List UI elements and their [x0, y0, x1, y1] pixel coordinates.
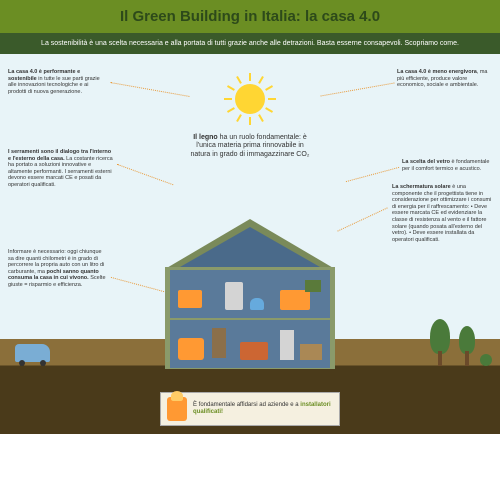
- sofa-icon: [178, 338, 204, 360]
- shower-icon: [225, 282, 243, 310]
- fridge-icon: [280, 330, 294, 360]
- bed-icon: [178, 290, 202, 308]
- desk-icon: [280, 290, 310, 310]
- roof-icon: [165, 219, 335, 269]
- connector-line: [320, 83, 394, 97]
- callout-vetro: La scelta del vetro è fondamentale per i…: [402, 159, 492, 172]
- footer-callout: È fondamentale affidarsi ad aziende e a …: [160, 392, 340, 426]
- bush-icon: [480, 354, 492, 366]
- window-icon: [305, 280, 321, 292]
- callout-serramenti: I serramenti sono il dialogo tra l'inter…: [8, 149, 113, 189]
- callout-informare: Informare è necessario: oggi chiunque sa…: [8, 249, 108, 289]
- house-walls: [165, 267, 335, 369]
- connector-line: [346, 167, 399, 182]
- callout-performante: La casa 4.0 è performante e sostenibile …: [8, 69, 108, 95]
- subheader-bar: La sostenibilità è una scelta necessaria…: [0, 33, 500, 54]
- infographic-canvas: Il legno ha un ruolo fondamentale: è l'u…: [0, 54, 500, 434]
- footer-text: È fondamentale affidarsi ad aziende e a …: [193, 402, 333, 416]
- shelf-icon: [212, 328, 226, 358]
- upper-floor: [170, 270, 330, 318]
- subtitle-text: La sostenibilità è una scelta necessaria…: [20, 39, 480, 48]
- house-illustration: [165, 219, 335, 369]
- tree-icon: [459, 326, 475, 366]
- page-title: Il Green Building in Italia: la casa 4.0: [12, 8, 488, 25]
- callout-schermatura: La schermatura solare è una componente c…: [392, 184, 492, 243]
- table-icon: [240, 342, 268, 360]
- worker-icon: [167, 397, 187, 421]
- connector-line: [337, 208, 387, 232]
- tree-icon: [430, 319, 450, 366]
- car-icon: [15, 344, 50, 362]
- header-bar: Il Green Building in Italia: la casa 4.0: [0, 0, 500, 33]
- sink-icon: [250, 298, 264, 310]
- center-callout: Il legno ha un ruolo fondamentale: è l'u…: [190, 134, 310, 159]
- callout-energivora: La casa 4.0 è meno energivora, ma più ef…: [397, 69, 492, 89]
- center-lead: Il legno: [193, 134, 218, 141]
- counter-icon: [300, 344, 322, 360]
- lower-floor: [170, 320, 330, 368]
- connector-line: [111, 82, 190, 97]
- sun-icon: [235, 84, 265, 114]
- connector-line: [117, 164, 174, 185]
- connector-line: [111, 277, 164, 292]
